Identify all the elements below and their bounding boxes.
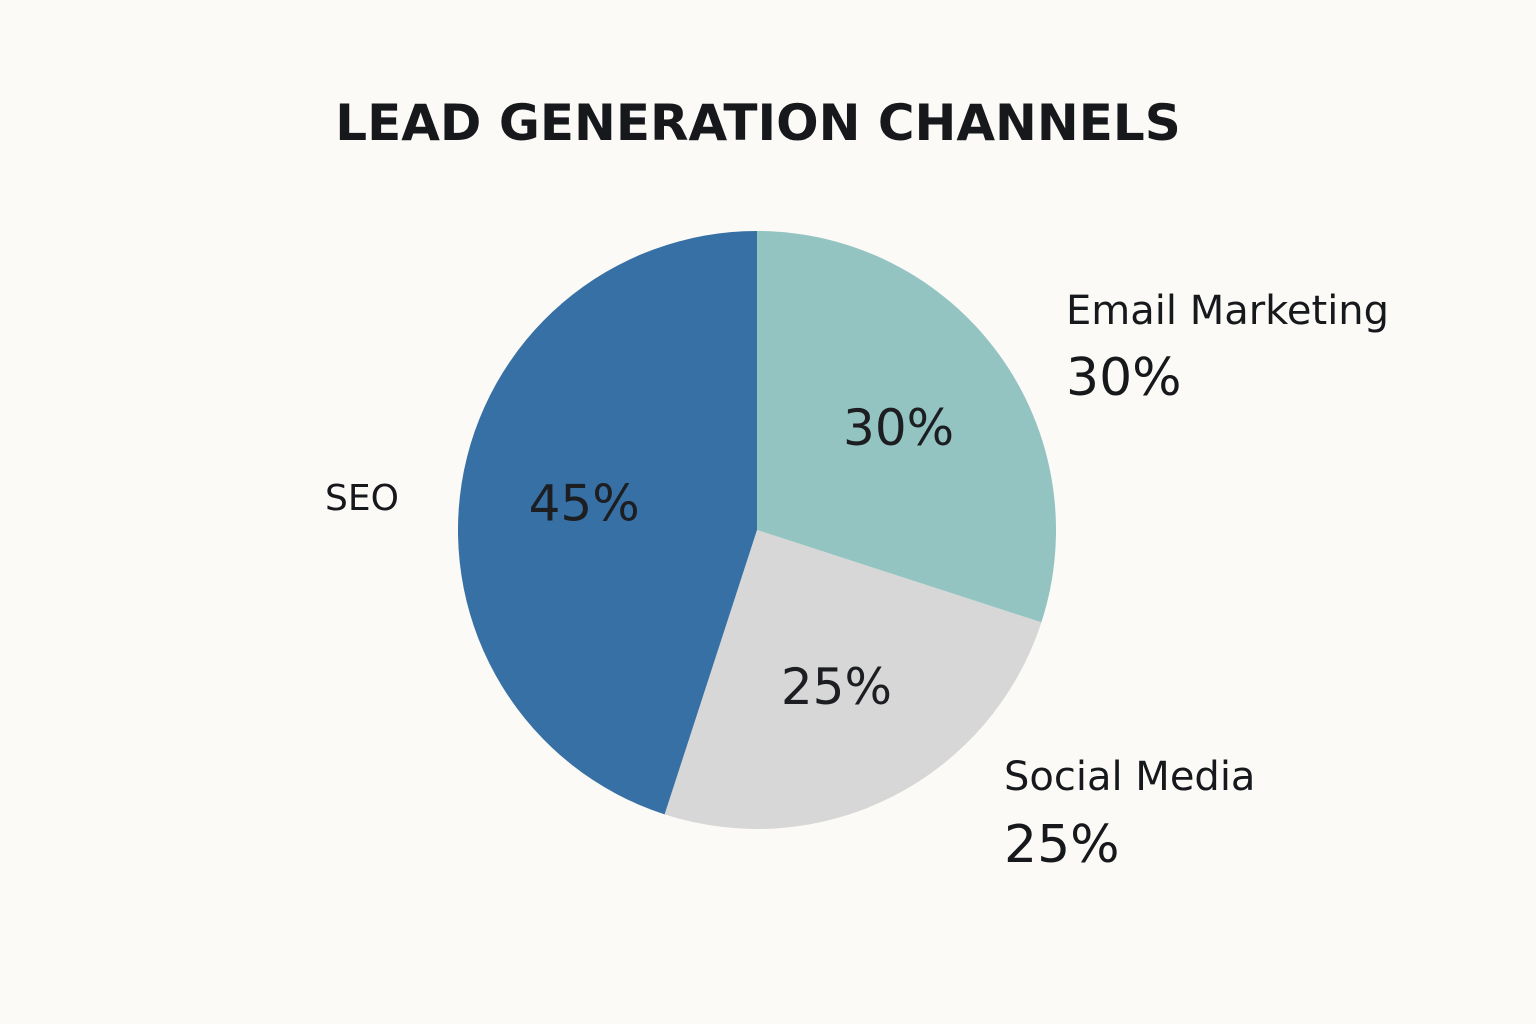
- slice-value-label-social-media: 25%: [781, 658, 892, 716]
- seo-name-label: SEO: [325, 478, 399, 519]
- pie-slice-social-media: [664, 530, 1042, 830]
- pie-slice-labels: 30% 25% 45%: [529, 399, 955, 716]
- pie-slice-email-marketing: [757, 231, 1057, 623]
- email-marketing-value-label: 30%: [1066, 348, 1182, 408]
- pie-slice-seo: [457, 230, 757, 815]
- email-marketing-name-label: Email Marketing: [1066, 288, 1389, 334]
- chart-title: LEAD GENERATION CHANNELS: [335, 94, 1181, 152]
- social-media-value-label: 25%: [1004, 815, 1120, 875]
- pie-slices: [457, 230, 1057, 830]
- slice-value-label-seo: 45%: [529, 475, 640, 533]
- social-media-name-label: Social Media: [1004, 754, 1255, 800]
- slice-value-label-email-marketing: 30%: [843, 399, 954, 457]
